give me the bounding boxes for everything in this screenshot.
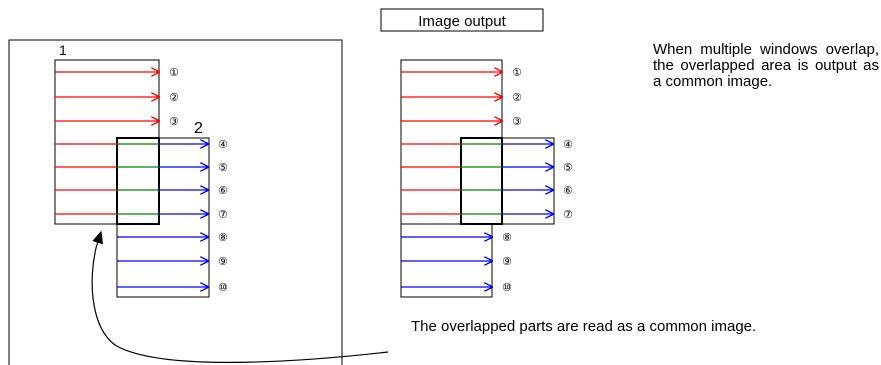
left-line-number: ③ <box>169 115 179 128</box>
left-line-number: ⑨ <box>218 255 228 268</box>
left-line-number: ⑤ <box>218 161 228 174</box>
overlap-region <box>116 137 160 225</box>
right-line-number: ⑥ <box>563 184 573 197</box>
right-line-number: ⑧ <box>502 231 512 244</box>
output-window-2-rect <box>460 137 555 225</box>
left-line-number: ② <box>169 91 179 104</box>
right-line-number: ③ <box>512 115 522 128</box>
right-line-number: ⑩ <box>502 281 512 294</box>
left-line-number: ① <box>169 66 179 79</box>
output-window-1-rect <box>400 59 503 225</box>
window-1-rect <box>54 59 160 225</box>
output-label-box <box>380 8 544 32</box>
output-label: Image output <box>418 13 506 30</box>
right-line-number: ② <box>512 91 522 104</box>
output-image: Image output ① ② ③ ④ ⑤ ⑥ ⑦ ⑧ ⑨ ⑩ <box>380 8 573 298</box>
right-line-number: ⑤ <box>563 161 573 174</box>
screen-frame <box>8 39 343 365</box>
right-line-number: ④ <box>563 138 573 151</box>
left-line-number: ⑥ <box>218 184 228 197</box>
left-line-number: ⑦ <box>218 208 228 221</box>
left-line-number: ④ <box>218 138 228 151</box>
right-line-number: ⑨ <box>502 255 512 268</box>
right-line-number: ① <box>512 66 522 79</box>
overlap-explanation-note: When multiple windows overlap, the overl… <box>653 41 879 90</box>
pointer-arrow <box>91 230 389 363</box>
right-line-number: ⑦ <box>563 208 573 221</box>
window-2-label: 2 <box>194 120 203 137</box>
output-overlap-region <box>460 137 503 225</box>
left-line-number: ⑩ <box>218 281 228 294</box>
common-image-note: The overlapped parts are read as a commo… <box>411 318 757 335</box>
window-1-label: 1 <box>59 42 67 58</box>
window-2-rect <box>116 137 210 298</box>
source-windows: 1 2 ① ② ③ ④ ⑤ ⑥ ⑦ ⑧ ⑨ ⑩ <box>54 42 228 298</box>
left-line-number: ⑧ <box>218 231 228 244</box>
